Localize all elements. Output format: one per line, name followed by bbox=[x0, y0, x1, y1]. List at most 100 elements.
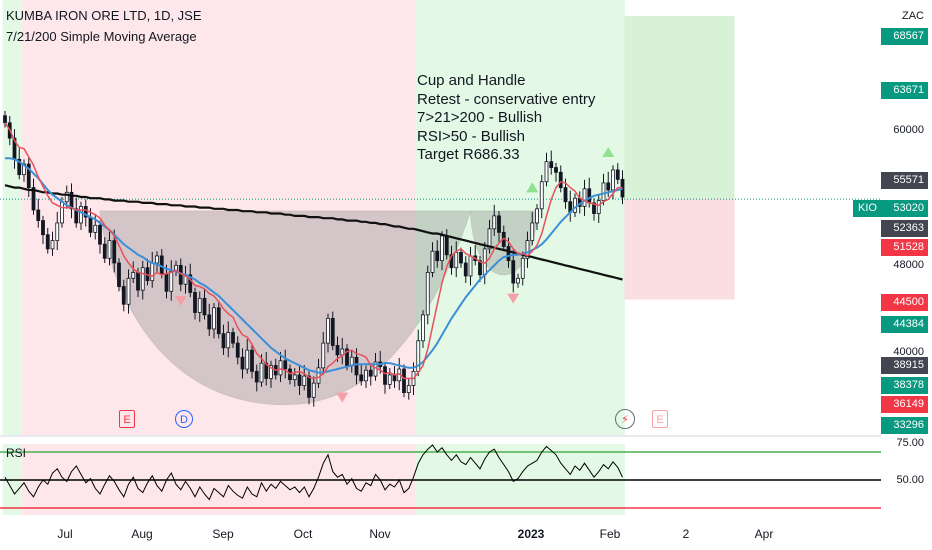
candle-body-31 bbox=[150, 262, 155, 282]
price-label-38915: 38915 bbox=[881, 357, 928, 374]
candle-body-12 bbox=[60, 201, 64, 224]
candle-body-15 bbox=[74, 208, 79, 224]
candle-body-97 bbox=[463, 262, 468, 277]
candle-body-120 bbox=[573, 197, 577, 213]
price-tick-48000: 48000 bbox=[893, 259, 924, 271]
time-label-apr: Apr bbox=[754, 527, 774, 541]
candle-body-10 bbox=[50, 240, 55, 250]
time-label-feb: Feb bbox=[599, 527, 621, 541]
candle-body-84 bbox=[402, 368, 406, 393]
candle-body-18 bbox=[88, 216, 93, 233]
price-label-sma7: 51528 bbox=[881, 239, 928, 256]
candle-body-11 bbox=[55, 222, 60, 242]
candle-body-74 bbox=[354, 356, 359, 376]
earnings-marker-upcoming[interactable]: E bbox=[652, 410, 668, 428]
annotation-line-2: Retest - conservative entry bbox=[417, 90, 596, 108]
candle-body-45 bbox=[216, 307, 221, 335]
candle-body-128 bbox=[611, 169, 615, 191]
time-label-2: 2 bbox=[682, 527, 690, 541]
profit-zone bbox=[624, 15, 735, 200]
time-label-aug: Aug bbox=[131, 527, 153, 541]
symbol-tag: KIO bbox=[853, 200, 882, 217]
candle-body-106 bbox=[506, 246, 511, 262]
time-label-2023: 2023 bbox=[517, 527, 545, 541]
candle-body-112 bbox=[535, 208, 539, 224]
candle-body-91 bbox=[435, 250, 440, 262]
candle-body-95 bbox=[454, 251, 459, 269]
candle-body-7 bbox=[36, 209, 41, 221]
indicator-legend: 7/21/200 Simple Moving Average bbox=[6, 29, 197, 44]
dividend-marker[interactable]: D bbox=[175, 410, 193, 428]
time-label-sep: Sep bbox=[212, 527, 234, 541]
candle-body-111 bbox=[530, 222, 535, 242]
candle-body-49 bbox=[235, 342, 240, 358]
candle-body-40 bbox=[193, 292, 197, 313]
candle-body-52 bbox=[250, 349, 254, 372]
bg-region-0 bbox=[2, 0, 22, 435]
candle-body-43 bbox=[207, 314, 212, 330]
rsi-tick-75: 75.00 bbox=[896, 437, 924, 449]
candle-body-9 bbox=[45, 234, 50, 250]
candle-body-122 bbox=[582, 188, 587, 207]
candle-body-90 bbox=[430, 250, 435, 273]
candle-body-107 bbox=[511, 260, 516, 284]
price-label-current: 53020 bbox=[881, 200, 928, 217]
candle-body-17 bbox=[83, 206, 88, 218]
candle-body-16 bbox=[79, 206, 83, 224]
candle-body-126 bbox=[601, 182, 606, 201]
price-tick-60000: 60000 bbox=[893, 124, 924, 136]
split-marker[interactable]: ⚡ bbox=[615, 409, 635, 429]
candle-body-48 bbox=[231, 332, 235, 344]
candle-body-20 bbox=[98, 224, 102, 245]
candle-body-94 bbox=[449, 254, 454, 269]
candle-body-21 bbox=[102, 243, 107, 259]
bg-region-2 bbox=[415, 0, 625, 435]
rsi-line bbox=[4, 444, 623, 501]
candle-body-3 bbox=[17, 158, 22, 176]
sell-signal-0 bbox=[174, 295, 187, 306]
time-label-oct: Oct bbox=[293, 527, 313, 541]
candle-body-103 bbox=[492, 215, 497, 230]
candle-body-8 bbox=[41, 220, 45, 236]
candle-body-118 bbox=[563, 187, 568, 203]
candle-body-50 bbox=[240, 356, 245, 370]
candle-body-77 bbox=[368, 369, 373, 377]
candle-body-23 bbox=[112, 240, 117, 264]
candle-body-19 bbox=[93, 224, 98, 233]
candle-body-70 bbox=[335, 345, 340, 356]
candle-body-5 bbox=[26, 163, 31, 189]
candle-body-29 bbox=[140, 267, 145, 291]
candle-body-115 bbox=[549, 161, 554, 168]
candle-body-27 bbox=[131, 272, 136, 279]
candle-body-100 bbox=[478, 260, 482, 276]
price-label-44384: 44384 bbox=[881, 316, 928, 333]
price-label-33296: 33296 bbox=[881, 417, 928, 434]
rsi-tick-50: 50.00 bbox=[896, 474, 924, 486]
candle-body-44 bbox=[212, 307, 216, 330]
candle-body-33 bbox=[159, 255, 164, 275]
annotation-line-3: 7>21>200 - Bullish bbox=[417, 109, 543, 126]
time-label-nov: Nov bbox=[369, 527, 391, 541]
candle-body-24 bbox=[117, 262, 121, 287]
candle-body-35 bbox=[169, 270, 174, 292]
candle-body-51 bbox=[245, 349, 250, 370]
candle-body-76 bbox=[364, 369, 368, 382]
candle-body-80 bbox=[383, 366, 387, 385]
candle-body-14 bbox=[69, 191, 74, 210]
candle-body-113 bbox=[539, 181, 544, 210]
sell-signal-2 bbox=[507, 293, 520, 304]
candle-body-65 bbox=[311, 382, 316, 398]
sma7-line bbox=[4, 122, 623, 380]
candle-body-89 bbox=[425, 272, 430, 316]
price-label-38378: 38378 bbox=[881, 377, 928, 394]
earnings-marker[interactable]: E bbox=[119, 410, 135, 428]
candle-body-32 bbox=[155, 255, 159, 264]
candle-body-42 bbox=[202, 297, 207, 316]
candle-body-81 bbox=[387, 374, 392, 385]
price-label-55571: 55571 bbox=[881, 172, 928, 189]
candle-body-71 bbox=[340, 348, 345, 356]
candle-body-104 bbox=[497, 215, 501, 233]
candle-body-58 bbox=[278, 360, 283, 376]
